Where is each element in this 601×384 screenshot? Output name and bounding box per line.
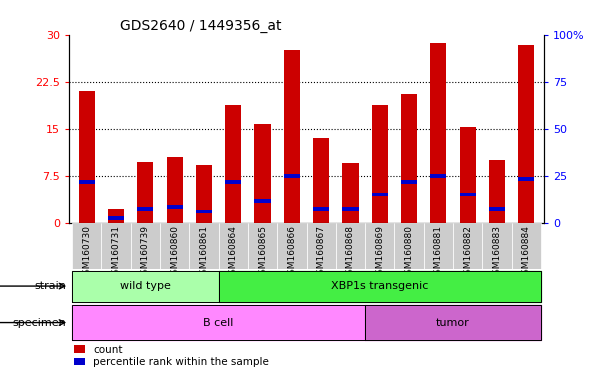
Bar (108, 217, 124, 220)
Text: GSM160861: GSM160861 (200, 225, 209, 280)
Text: strain: strain (34, 281, 66, 291)
Bar (453, 223, 483, 269)
Text: GSM160884: GSM160884 (522, 225, 531, 280)
Bar (254, 124, 270, 223)
Text: B cell: B cell (203, 318, 234, 328)
Text: GSM160883: GSM160883 (492, 225, 501, 280)
Bar (219, 223, 248, 269)
Text: XBP1s transgenic: XBP1s transgenic (331, 281, 429, 291)
Bar (189, 223, 219, 269)
Bar (343, 207, 359, 211)
Text: GSM160869: GSM160869 (375, 225, 384, 280)
Bar (137, 162, 153, 223)
Bar (72, 223, 102, 269)
Bar (160, 223, 189, 269)
Text: GSM160868: GSM160868 (346, 225, 355, 280)
Text: GSM160880: GSM160880 (404, 225, 413, 280)
Bar (166, 205, 183, 209)
Bar (254, 199, 270, 203)
Bar (166, 157, 183, 223)
Bar (284, 174, 300, 177)
Bar (518, 45, 534, 223)
Text: wild type: wild type (120, 281, 171, 291)
Bar (284, 50, 300, 223)
Bar (394, 223, 424, 269)
Bar (430, 43, 447, 223)
Bar (313, 138, 329, 223)
Text: tumor: tumor (436, 318, 470, 328)
Text: GSM160739: GSM160739 (141, 225, 150, 280)
Bar (79, 91, 95, 223)
Text: GSM160882: GSM160882 (463, 225, 472, 280)
Bar (401, 180, 417, 184)
Bar (483, 223, 511, 269)
Text: GSM160865: GSM160865 (258, 225, 267, 280)
Text: specimen: specimen (13, 318, 66, 328)
Text: GSM160881: GSM160881 (434, 225, 443, 280)
Bar (102, 223, 130, 269)
Text: GSM160731: GSM160731 (112, 225, 121, 280)
Bar (307, 223, 336, 269)
Bar (225, 180, 241, 184)
Bar (248, 223, 277, 269)
Bar (277, 223, 307, 269)
Bar (108, 209, 124, 223)
Bar (225, 106, 241, 223)
Bar (196, 210, 212, 214)
Text: GSM160864: GSM160864 (229, 225, 238, 280)
Legend: count, percentile rank within the sample: count, percentile rank within the sample (75, 345, 269, 367)
Bar (489, 160, 505, 223)
Bar (424, 223, 453, 269)
Bar (511, 223, 541, 269)
Bar (489, 207, 505, 211)
Bar (518, 177, 534, 181)
Bar (196, 165, 212, 223)
Bar (372, 193, 388, 196)
Bar (137, 207, 153, 211)
Bar (365, 223, 394, 269)
Bar (430, 174, 447, 177)
Text: GSM160866: GSM160866 (287, 225, 296, 280)
Bar (130, 223, 160, 269)
Bar (343, 163, 359, 223)
Bar (79, 180, 95, 184)
Bar (460, 193, 476, 196)
Bar (460, 127, 476, 223)
Text: GSM160730: GSM160730 (82, 225, 91, 280)
Bar (313, 207, 329, 211)
Bar (372, 106, 388, 223)
Text: GSM160867: GSM160867 (317, 225, 326, 280)
Bar (401, 94, 417, 223)
Text: GSM160860: GSM160860 (170, 225, 179, 280)
Text: GDS2640 / 1449356_at: GDS2640 / 1449356_at (120, 19, 282, 33)
Bar (336, 223, 365, 269)
